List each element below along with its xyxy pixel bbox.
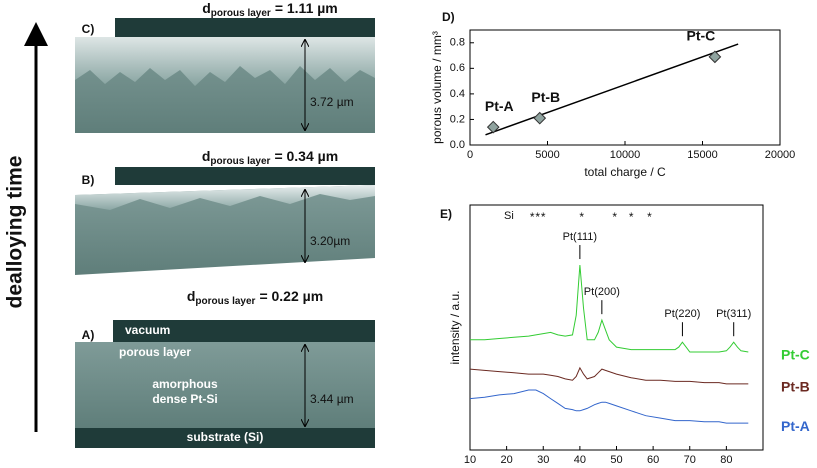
layer-label: vacuum [125, 323, 170, 337]
porous-layer [75, 37, 375, 86]
x-tick-label: 10000 [610, 149, 641, 161]
panel-label: E) [440, 207, 452, 221]
x-tick-label: 20000 [765, 149, 796, 161]
layer-label: substrate (Si) [187, 430, 264, 444]
spectrum [470, 264, 749, 353]
title-symbol: d [202, 0, 211, 16]
panel-title: dporous layer = 0.34 µm [202, 148, 338, 167]
layer-label: dense Pt-Si [152, 392, 217, 406]
sem-image [75, 185, 375, 275]
y-axis-label: porous volume / mm³ [430, 31, 444, 144]
peak-label: Pt(311) [716, 308, 751, 320]
y-tick-label: 0.2 [450, 113, 465, 125]
substrate-bar [75, 428, 375, 448]
x-tick-label: 30 [537, 454, 549, 466]
si-label: Si [504, 210, 514, 222]
si-star: * [612, 210, 617, 224]
thickness: 3.20µm [310, 234, 350, 248]
vacuum-bar [113, 320, 375, 342]
panel-label: B) [82, 173, 95, 187]
panel-label: C) [82, 22, 95, 36]
vacuum-bar [115, 18, 375, 37]
peak-label: Pt(111) [563, 231, 597, 243]
series-label: Pt-B [781, 379, 810, 395]
x-tick-label: 80 [720, 454, 732, 466]
point-label: Pt-C [687, 28, 716, 44]
data-point [486, 120, 500, 134]
data-point [708, 50, 722, 64]
data-point [533, 111, 547, 125]
y-tick-label: 0.8 [450, 37, 465, 49]
si-star: * [629, 210, 634, 224]
title-subscript: porous layer [210, 156, 270, 167]
x-tick-label: 50 [610, 454, 622, 466]
title-subscript: porous layer [195, 296, 255, 307]
title-symbol: d [202, 148, 211, 164]
x-tick-label: 40 [574, 454, 586, 466]
spectrum [469, 389, 749, 424]
si-star: * [535, 210, 540, 224]
x-tick-label: 5000 [535, 149, 559, 161]
peak-label: Pt(200) [584, 286, 620, 298]
si-star: * [530, 210, 535, 224]
y-tick-label: 0.0 [450, 139, 465, 151]
layer-label: amorphous [152, 377, 218, 391]
y-tick-label: 0.4 [450, 88, 465, 100]
series-label: Pt-C [781, 347, 810, 363]
title-symbol: d [187, 288, 196, 304]
fit-line [485, 43, 739, 136]
point-label: Pt-B [531, 89, 560, 105]
y-axis-label: intensity / a.u. [448, 290, 462, 364]
x-tick-label: 0 [467, 149, 473, 161]
x-tick-label: 15000 [687, 149, 718, 161]
thickness: 3.72 µm [310, 95, 354, 109]
thickness: 3.44 µm [310, 392, 354, 406]
x-tick-label: 60 [647, 454, 659, 466]
sem-image [75, 342, 375, 428]
title-value: = 0.22 µm [259, 288, 323, 304]
title-subscript: porous layer [211, 8, 271, 19]
y-tick-label: 0.6 [450, 62, 465, 74]
point-label: Pt-A [485, 98, 514, 114]
si-star: * [541, 210, 546, 224]
panel-title: dporous layer = 0.22 µm [187, 288, 323, 307]
series-label: Pt-A [781, 418, 810, 434]
plot-frame [469, 29, 781, 146]
spectrum [469, 366, 749, 385]
title-value: = 1.11 µm [275, 0, 338, 16]
si-star: * [647, 210, 652, 224]
x-tick-label: 70 [684, 454, 696, 466]
porous-layer [75, 185, 375, 210]
x-tick-label: 10 [464, 454, 476, 466]
panel-title: dporous layer = 1.11 µm [202, 0, 338, 19]
si-star: * [579, 210, 584, 224]
side-label: dealloying time [4, 156, 27, 309]
title-value: = 0.34 µm [274, 148, 338, 164]
vacuum-bar [115, 167, 375, 185]
x-axis-label: total charge / C [584, 165, 666, 179]
x-tick-label: 20 [501, 454, 513, 466]
plot-frame [469, 204, 764, 451]
panel-label: A) [82, 328, 95, 342]
peak-label: Pt(220) [664, 308, 700, 320]
panel-label: D) [442, 10, 455, 24]
layer-label: porous layer [119, 345, 191, 359]
